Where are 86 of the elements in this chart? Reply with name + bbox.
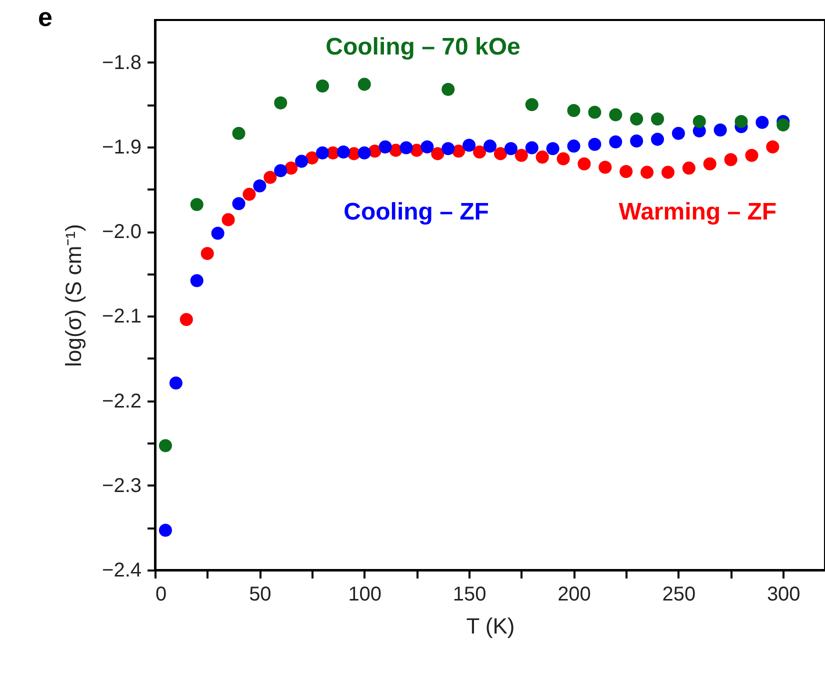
point xyxy=(536,150,549,164)
series-label: Cooling – 70 kOe xyxy=(326,34,520,60)
point xyxy=(316,146,330,160)
point xyxy=(776,118,790,132)
point xyxy=(274,164,288,178)
point xyxy=(640,166,654,179)
point xyxy=(158,439,172,452)
point xyxy=(431,147,444,160)
point xyxy=(578,157,591,170)
point xyxy=(358,78,371,91)
point xyxy=(609,108,622,122)
x-tick-label: 300 xyxy=(766,584,800,606)
point xyxy=(336,145,350,159)
point xyxy=(525,141,538,154)
y-tick-label: −2.1 xyxy=(102,306,142,328)
y-tick-label: −2.2 xyxy=(102,390,142,412)
point xyxy=(253,179,266,192)
x-tick-label: 200 xyxy=(558,584,591,606)
x-tick-label: 100 xyxy=(348,584,382,606)
y-axis-title: log(σ) (S cm⁻¹) xyxy=(61,224,86,367)
point xyxy=(567,140,580,153)
y-tick-label: −1.9 xyxy=(102,136,142,158)
point xyxy=(462,138,476,152)
point xyxy=(598,160,612,174)
point xyxy=(264,170,277,184)
series-label: Warming – ZF xyxy=(618,198,777,226)
point xyxy=(420,140,434,154)
x-axis-title: T (K) xyxy=(466,614,515,638)
point xyxy=(222,213,235,226)
point xyxy=(650,132,664,146)
point xyxy=(483,140,497,153)
point xyxy=(232,197,246,210)
point xyxy=(158,524,172,537)
y-tick-label: −1.8 xyxy=(102,52,142,74)
point xyxy=(756,116,769,129)
point xyxy=(588,138,602,151)
x-tick-label: 0 xyxy=(156,584,167,606)
point xyxy=(525,98,538,112)
point xyxy=(514,148,528,162)
point xyxy=(316,79,330,93)
point xyxy=(378,140,392,154)
point xyxy=(650,112,664,126)
point xyxy=(724,153,738,166)
point xyxy=(630,112,644,126)
point xyxy=(400,141,413,154)
point xyxy=(211,226,224,240)
point xyxy=(180,313,193,326)
point xyxy=(567,104,580,118)
point xyxy=(274,96,288,110)
text: e xyxy=(38,2,52,32)
point xyxy=(588,106,602,119)
point xyxy=(734,115,748,128)
point xyxy=(745,148,758,162)
point xyxy=(692,115,706,128)
point xyxy=(242,188,256,201)
y-tick-label: −2.4 xyxy=(102,560,142,582)
point xyxy=(714,123,727,137)
point xyxy=(682,162,696,175)
point xyxy=(190,274,204,288)
point xyxy=(200,247,214,260)
point xyxy=(442,142,455,156)
point xyxy=(232,126,246,140)
y-tick-label: −2.0 xyxy=(102,221,142,244)
point xyxy=(630,134,644,148)
y-tick-label: −2.3 xyxy=(102,474,142,497)
point xyxy=(609,135,622,148)
point xyxy=(284,162,298,175)
point xyxy=(620,164,633,178)
point xyxy=(295,154,308,168)
point xyxy=(494,147,507,160)
point xyxy=(358,146,371,160)
point xyxy=(190,198,204,211)
point xyxy=(546,142,560,156)
point xyxy=(556,152,570,166)
x-tick-label: 50 xyxy=(249,584,272,606)
point xyxy=(766,140,780,154)
series-label: Cooling – ZF xyxy=(344,198,489,226)
point xyxy=(169,376,182,390)
x-tick-label: 250 xyxy=(662,584,696,606)
point xyxy=(473,145,486,159)
point xyxy=(504,142,518,156)
x-tick-label: 150 xyxy=(452,584,486,606)
point xyxy=(661,166,674,179)
point xyxy=(672,126,685,140)
point xyxy=(703,157,716,170)
point xyxy=(442,82,455,96)
